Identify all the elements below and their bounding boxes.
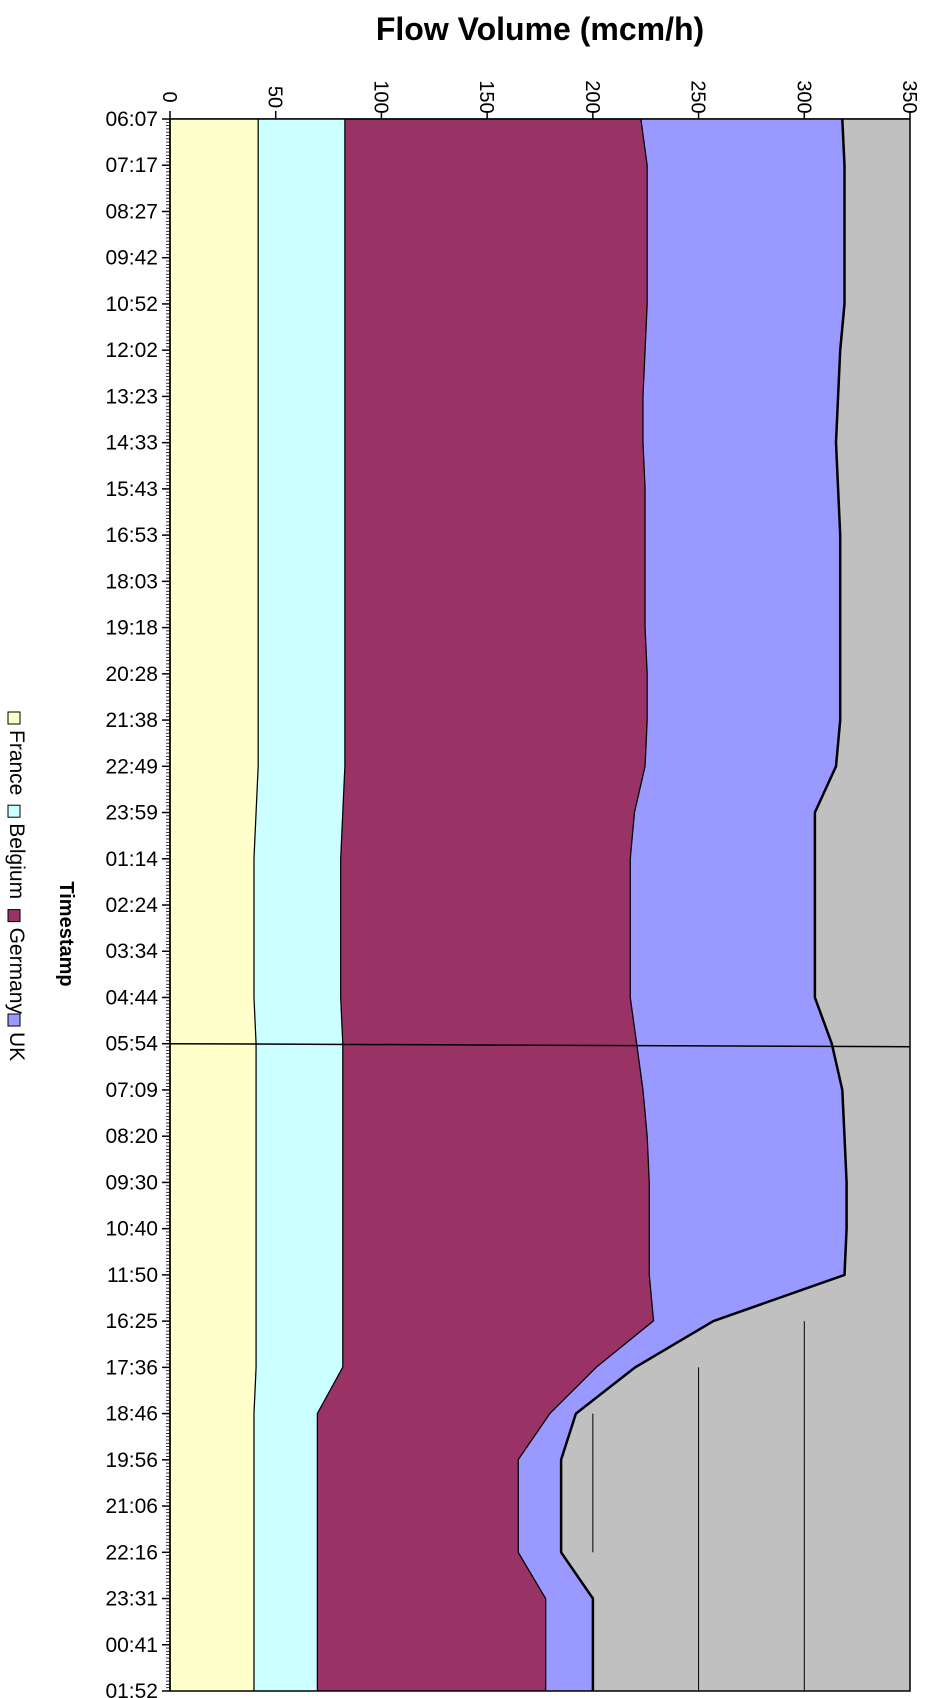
legend-swatch-uk <box>7 1013 21 1027</box>
y-tick-label: 21:38 <box>105 709 158 732</box>
y-tick-label: 08:20 <box>105 1125 158 1148</box>
y-tick-label: 20:28 <box>105 663 158 686</box>
area-germany <box>318 119 655 1691</box>
x-tick-label: 150 <box>475 80 497 113</box>
x-axis-title: Flow Volume (mcm/h) <box>376 11 704 47</box>
x-tick-label: 350 <box>898 80 920 113</box>
y-tick-label: 19:56 <box>105 1449 158 1472</box>
y-tick-label: 06:07 <box>105 108 158 131</box>
legend: France Belgium Germany UK <box>5 711 28 1061</box>
x-tick-label: 100 <box>369 80 391 113</box>
x-tick-label: 200 <box>581 80 603 113</box>
x-tick-label: 250 <box>687 80 709 113</box>
y-axis-title: Timestamp <box>55 881 77 986</box>
x-axis-ticks: 0 50 100 150 200 250 300 350 <box>158 80 920 120</box>
y-tick-label: 16:53 <box>105 524 158 547</box>
y-tick-label: 10:40 <box>105 1218 158 1241</box>
y-tick-label: 19:18 <box>105 617 158 640</box>
y-tick-label: 11:50 <box>107 1264 158 1287</box>
area-france <box>170 119 259 1691</box>
x-tick-label: 300 <box>792 80 814 113</box>
y-tick-label: 09:42 <box>105 247 158 270</box>
y-tick-label: 16:25 <box>105 1310 158 1333</box>
series-areas <box>170 118 848 1691</box>
legend-swatch-belgium <box>7 804 21 818</box>
legend-label-uk: UK <box>5 1032 28 1061</box>
y-tick-label: 12:02 <box>105 339 158 362</box>
y-tick-label: 01:52 <box>105 1680 158 1698</box>
y-tick-label: 10:52 <box>105 293 158 316</box>
legend-label-belgium: Belgium <box>5 823 28 899</box>
area-belgium <box>254 119 346 1691</box>
y-tick-label: 18:46 <box>105 1403 158 1426</box>
x-tick-label: 50 <box>264 86 286 108</box>
y-tick-label: 00:41 <box>105 1634 158 1657</box>
grid-lines <box>592 1321 805 1691</box>
y-tick-label: 14:33 <box>105 432 158 455</box>
x-tick-label: 0 <box>158 91 180 102</box>
y-tick-label: 01:14 <box>105 848 158 871</box>
y-tick-label: 21:06 <box>105 1495 158 1518</box>
y-tick-label: 08:27 <box>105 200 158 223</box>
y-tick-label: 15:43 <box>105 478 158 501</box>
area-uk <box>518 119 847 1691</box>
y-tick-label: 13:23 <box>105 385 158 408</box>
y-tick-label: 04:44 <box>105 986 158 1009</box>
y-tick-label: 23:31 <box>105 1588 158 1611</box>
y-axis-ticks: 06:07 07:17 08:27 09:42 10:52 12:02 13:23 14:33… <box>105 108 171 1698</box>
y-tick-label: 07:09 <box>105 1079 158 1102</box>
y-tick-label: 17:36 <box>105 1356 158 1379</box>
y-tick-label: 05:54 <box>105 1033 158 1056</box>
y-tick-label: 18:03 <box>105 570 158 593</box>
y-tick-label: 03:34 <box>105 940 158 963</box>
boundary-uk <box>559 118 848 1691</box>
y-tick-label: 07:17 <box>105 154 158 177</box>
legend-label-germany: Germany <box>5 928 28 1015</box>
legend-swatch-germany <box>7 909 21 923</box>
y-tick-label: 02:24 <box>105 894 158 917</box>
day-boundary-line <box>169 1042 911 1048</box>
y-tick-label: 22:16 <box>105 1541 158 1564</box>
y-tick-label: 23:59 <box>105 802 158 825</box>
y-tick-label: 09:30 <box>105 1171 158 1194</box>
legend-label-france: France <box>5 730 28 795</box>
legend-swatch-france <box>7 711 21 725</box>
y-tick-label: 22:49 <box>105 755 158 778</box>
